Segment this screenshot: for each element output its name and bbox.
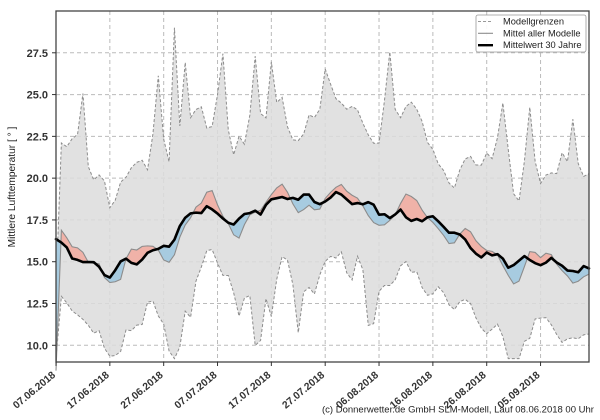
svg-text:(c) Donnerwetter.de GmbH SLM-M: (c) Donnerwetter.de GmbH SLM-Modell, Lau… xyxy=(322,405,594,416)
svg-text:Mittlere Lufttemperatur [ ° ]: Mittlere Lufttemperatur [ ° ] xyxy=(7,126,18,247)
svg-text:10.0: 10.0 xyxy=(27,340,48,352)
svg-text:17.5: 17.5 xyxy=(27,215,48,227)
svg-text:12.5: 12.5 xyxy=(27,299,48,311)
svg-text:15.0: 15.0 xyxy=(27,257,48,269)
svg-text:Modellgrenzen: Modellgrenzen xyxy=(503,17,564,27)
svg-text:27.5: 27.5 xyxy=(27,48,48,60)
svg-text:22.5: 22.5 xyxy=(27,131,48,143)
svg-text:20.0: 20.0 xyxy=(27,173,48,185)
svg-text:Mittel aller Modelle: Mittel aller Modelle xyxy=(503,28,581,38)
svg-text:25.0: 25.0 xyxy=(27,90,48,102)
svg-text:Mittelwert 30 Jahre: Mittelwert 30 Jahre xyxy=(503,40,582,50)
